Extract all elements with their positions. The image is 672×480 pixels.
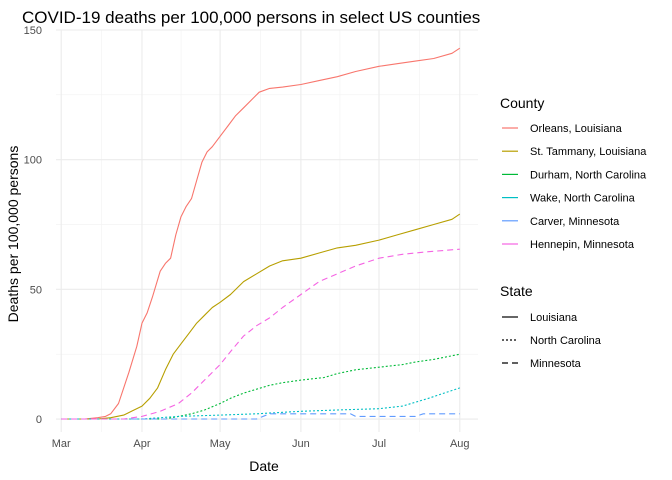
x-tick-label: Apr [133, 438, 150, 450]
legend-county-label: Carver, Minnesota [530, 216, 620, 228]
legend-state-label: North Carolina [530, 335, 602, 347]
x-tick-label: Mar [52, 438, 71, 450]
legend-county-label: Orleans, Louisiana [530, 123, 623, 135]
series-lines [61, 47, 461, 420]
legend-county-label: Wake, North Carolina [530, 193, 636, 205]
series-line-durham-north-carolina [61, 353, 460, 420]
legend-state-label: Minnesota [530, 358, 582, 370]
y-tick-label: 150 [24, 25, 42, 37]
series-line-wake-north-carolina [61, 387, 460, 420]
x-axis-title: Date [249, 458, 279, 474]
legend-county-label: Hennepin, Minnesota [530, 239, 635, 251]
legend-county: County Orleans, Louisiana St. Tammany, Lo… [500, 95, 647, 251]
series-line-st-tammany-louisiana [61, 213, 461, 420]
major-gridlines [56, 29, 478, 432]
y-axis-ticks: 0 50 100 150 [24, 25, 42, 426]
plot-area [56, 29, 478, 432]
legend-state-title: State [500, 283, 533, 299]
x-tick-label: May [210, 438, 231, 450]
legend-county-title: County [500, 95, 544, 111]
x-axis-ticks: Mar Apr May Jun Jul Aug [52, 438, 470, 450]
x-tick-label: Jun [292, 438, 310, 450]
legend-county-label: Durham, North Carolina [530, 169, 647, 181]
y-tick-label: 0 [36, 414, 42, 426]
minor-gridlines [56, 30, 478, 432]
y-tick-label: 100 [24, 155, 42, 167]
legend-state-label: Louisiana [530, 312, 578, 324]
series-line-orleans-louisiana [61, 47, 461, 420]
y-tick-label: 50 [30, 284, 42, 296]
legend-state: State Louisiana North Carolina Minnesota [500, 283, 602, 370]
x-tick-label: Jul [372, 438, 386, 450]
y-axis-title: Deaths per 100,000 persons [5, 146, 21, 323]
chart-title: COVID-19 deaths per 100,000 persons in s… [22, 8, 480, 27]
x-tick-label: Aug [450, 438, 470, 450]
series-line-hennepin-minnesota [61, 248, 460, 420]
series-line-carver-minnesota [61, 413, 460, 420]
legend-county-label: St. Tammany, Louisiana [530, 146, 647, 158]
